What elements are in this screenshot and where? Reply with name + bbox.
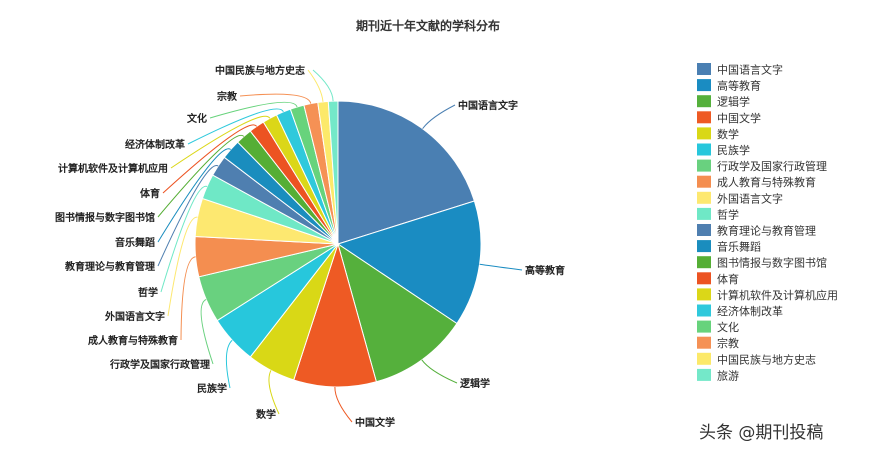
slice-label: 数学	[256, 408, 276, 421]
slice-label: 成人教育与特殊教育	[88, 334, 178, 347]
slice-label: 逻辑学	[460, 377, 490, 390]
slice-label: 音乐舞蹈	[115, 236, 155, 249]
slice-label: 图书情报与数字图书馆	[55, 211, 155, 224]
leader-line	[225, 339, 233, 389]
legend: 中国语言文字高等教育逻辑学中国文学数学民族学行政学及国家行政管理成人教育与特殊教…	[697, 63, 838, 382]
legend-swatch	[697, 175, 711, 188]
leader-line	[312, 69, 334, 102]
legend-label: 中国文学	[717, 111, 761, 125]
legend-label: 数学	[717, 127, 739, 141]
legend-swatch	[697, 207, 711, 220]
pie-slice	[293, 242, 377, 388]
legend-swatch	[697, 352, 711, 365]
leader-line	[421, 359, 458, 384]
slice-label: 行政学及国家行政管理	[109, 358, 210, 371]
legend-swatch	[697, 224, 711, 236]
legend-swatch	[697, 79, 711, 92]
leader-line	[239, 93, 312, 104]
watermark-text: 头条 @期刊投稿	[699, 423, 824, 443]
slice-label: 民族学	[197, 382, 227, 395]
legend-label: 经济体制改革	[717, 304, 783, 318]
legend-swatch	[697, 127, 711, 140]
leader-line	[160, 185, 208, 293]
legend-label: 体育	[717, 272, 739, 286]
pie-slice	[336, 200, 482, 325]
leader-line	[200, 298, 214, 365]
leader-line	[334, 386, 353, 423]
legend-label: 宗教	[717, 336, 739, 350]
slice-label: 中国文学	[355, 416, 395, 429]
leader-line	[157, 148, 232, 243]
leader-line	[170, 115, 271, 169]
leader-line	[209, 101, 298, 119]
legend-label: 外国语言文字	[717, 191, 783, 205]
legend-label: 哲学	[717, 207, 739, 221]
legend-label: 教育理论与教育管理	[717, 224, 816, 238]
legend-label: 民族学	[717, 143, 750, 157]
slice-label: 哲学	[138, 286, 158, 299]
legend-swatch	[697, 320, 711, 333]
legend-swatch	[697, 336, 711, 349]
legend-label: 旅游	[717, 368, 739, 382]
chart-title: 期刊近十年文献的学科分布	[356, 18, 500, 33]
leader-line	[268, 370, 280, 415]
label-leader-lines	[157, 69, 523, 423]
leader-line	[307, 69, 324, 102]
legend-label: 成人教育与特殊教育	[717, 175, 816, 189]
slice-label: 文化	[187, 112, 207, 125]
legend-swatch	[697, 159, 711, 172]
leader-line	[422, 104, 456, 129]
leader-line	[167, 216, 198, 317]
legend-label: 高等教育	[717, 79, 761, 93]
leader-line	[157, 134, 245, 218]
slice-label: 经济体制改革	[125, 138, 185, 151]
legend-swatch	[697, 240, 711, 253]
slice-label: 高等教育	[525, 264, 565, 277]
slice-label: 外国语言文字	[104, 310, 165, 323]
pie-slice	[337, 100, 476, 245]
legend-swatch	[697, 191, 711, 204]
legend-swatch	[697, 111, 711, 124]
legend-label: 计算机软件及计算机应用	[717, 288, 838, 302]
legend-swatch	[697, 143, 711, 156]
leader-line	[157, 165, 219, 267]
legend-label: 中国民族与地方史志	[717, 352, 816, 366]
slice-label: 教育理论与教育管理	[64, 260, 155, 273]
legend-label: 中国语言文字	[717, 63, 783, 77]
legend-label: 逻辑学	[717, 95, 750, 109]
legend-swatch	[697, 368, 711, 381]
legend-swatch	[697, 63, 711, 75]
leader-line	[162, 124, 258, 194]
leader-line	[180, 256, 196, 341]
leader-line	[187, 108, 284, 145]
legend-label: 音乐舞蹈	[717, 240, 761, 254]
legend-swatch	[697, 95, 711, 108]
legend-swatch	[697, 288, 711, 301]
slice-label: 中国语言文字	[458, 99, 518, 112]
slice-label: 宗教	[217, 90, 238, 103]
legend-swatch	[697, 304, 711, 317]
legend-swatch	[697, 256, 711, 269]
legend-label: 图书情报与数字图书馆	[717, 256, 827, 270]
leader-line	[479, 263, 523, 271]
slice-label: 体育	[140, 187, 160, 200]
pie-slices	[194, 100, 482, 388]
legend-swatch	[697, 272, 711, 285]
pie-slice	[337, 242, 458, 383]
legend-label: 行政学及国家行政管理	[717, 159, 827, 173]
slice-label: 计算机软件及计算机应用	[58, 162, 168, 175]
legend-label: 文化	[717, 320, 739, 334]
slice-label: 中国民族与地方史志	[215, 64, 305, 77]
